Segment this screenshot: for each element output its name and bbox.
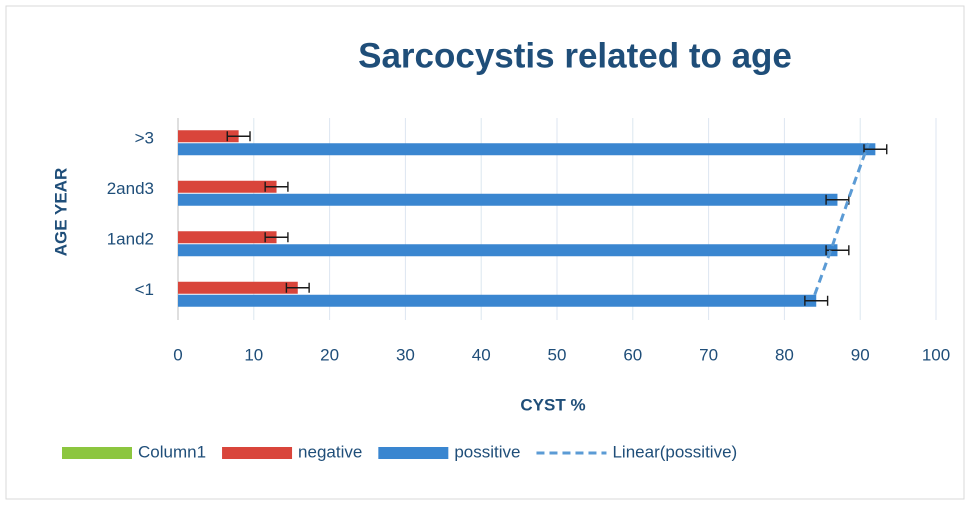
y-tick-label: 2and3: [107, 179, 154, 198]
legend-swatch: [62, 447, 132, 459]
legend-label: Column1: [138, 442, 206, 461]
legend-label: possitive: [454, 442, 520, 461]
bar: [178, 244, 838, 257]
bar: [178, 281, 298, 294]
x-tick-label: 60: [623, 345, 642, 364]
x-tick-label: 70: [699, 345, 718, 364]
bar: [178, 193, 838, 206]
x-tick-label: 0: [173, 345, 182, 364]
bar: [178, 143, 876, 156]
legend-label: Linear(possitive): [612, 442, 737, 461]
legend-swatch: [222, 447, 293, 459]
bar: [178, 130, 239, 143]
y-axis-title: AGE YEAR: [51, 168, 70, 257]
y-tick-label: 1and2: [107, 230, 154, 249]
x-tick-label: 10: [244, 345, 263, 364]
x-tick-label: 90: [851, 345, 870, 364]
chart-title: Sarcocystis related to age: [358, 36, 792, 75]
error-bar: [264, 181, 289, 192]
bar: [178, 294, 817, 307]
x-tick-label: 20: [320, 345, 339, 364]
x-tick-label: 50: [548, 345, 567, 364]
x-axis-title: CYST %: [520, 395, 585, 414]
error-bar: [825, 245, 850, 256]
x-tick-label: 80: [775, 345, 794, 364]
error-bar: [285, 282, 310, 293]
x-tick-label: 100: [922, 345, 950, 364]
bar: [178, 180, 277, 193]
legend-swatch: [378, 447, 449, 459]
error-bar: [226, 131, 251, 142]
trend-line: [813, 142, 870, 296]
x-tick-label: 40: [472, 345, 491, 364]
legend-label: negative: [298, 442, 362, 461]
x-tick-label: 30: [396, 345, 415, 364]
error-bar: [804, 295, 829, 306]
error-bar: [264, 232, 289, 243]
y-tick-label: >3: [135, 129, 154, 148]
bar: [178, 231, 277, 244]
y-tick-label: <1: [135, 280, 154, 299]
